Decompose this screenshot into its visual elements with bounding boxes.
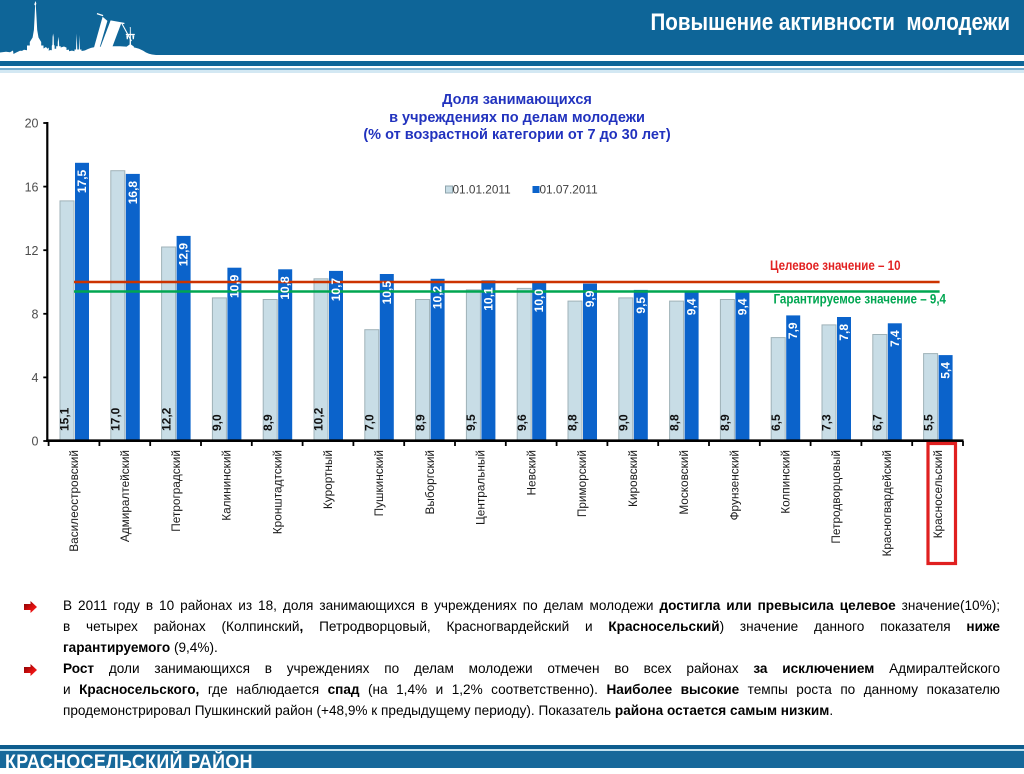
svg-text:9,4: 9,4 — [685, 298, 699, 315]
svg-text:6,5: 6,5 — [769, 414, 783, 431]
svg-text:Целевое значение – 10: Целевое значение – 10 — [770, 258, 901, 273]
svg-text:8: 8 — [32, 308, 39, 322]
svg-text:9,4: 9,4 — [735, 298, 749, 315]
svg-text:01.07.2011: 01.07.2011 — [540, 183, 598, 197]
svg-text:10,9: 10,9 — [227, 274, 241, 298]
svg-text:9,9: 9,9 — [583, 290, 597, 307]
svg-text:9,6: 9,6 — [515, 414, 529, 431]
svg-text:Гарантируемое значение – 9,4: Гарантируемое значение – 9,4 — [774, 291, 947, 306]
svg-text:12,2: 12,2 — [159, 407, 173, 431]
svg-text:16: 16 — [25, 180, 39, 194]
svg-text:7,0: 7,0 — [363, 414, 377, 431]
svg-text:Приморский: Приморский — [575, 450, 589, 517]
svg-text:Петродворцовый: Петродворцовый — [829, 450, 843, 544]
svg-text:Кировский: Кировский — [626, 450, 640, 507]
svg-text:16,8: 16,8 — [126, 181, 140, 205]
svg-text:Кронштадтский: Кронштадтский — [270, 450, 284, 534]
svg-text:9,0: 9,0 — [210, 414, 224, 431]
svg-text:10,7: 10,7 — [329, 278, 343, 302]
svg-text:17,0: 17,0 — [109, 407, 123, 431]
svg-text:8,9: 8,9 — [413, 414, 427, 431]
svg-text:9,5: 9,5 — [464, 414, 478, 431]
svg-text:10,5: 10,5 — [380, 281, 394, 305]
svg-text:8,8: 8,8 — [667, 414, 681, 431]
svg-text:20: 20 — [25, 117, 39, 131]
svg-text:5,4: 5,4 — [939, 362, 953, 379]
svg-text:9,0: 9,0 — [617, 414, 631, 431]
svg-text:10,2: 10,2 — [431, 285, 445, 309]
svg-text:4: 4 — [32, 371, 39, 385]
svg-text:7,9: 7,9 — [786, 322, 800, 339]
svg-text:10,2: 10,2 — [312, 407, 326, 431]
svg-text:12: 12 — [25, 244, 39, 258]
svg-text:Московский: Московский — [677, 450, 691, 515]
svg-text:Адмиралтейский: Адмиралтейский — [118, 450, 132, 542]
svg-text:Колпинский: Колпинский — [778, 450, 792, 514]
svg-text:Пушкинский: Пушкинский — [372, 450, 386, 516]
svg-text:Петроградский: Петроградский — [169, 450, 183, 532]
svg-text:Выборгский: Выборгский — [423, 450, 437, 515]
svg-text:Красносельский: Красносельский — [931, 450, 945, 538]
svg-text:Фрунзенский: Фрунзенский — [728, 450, 742, 520]
svg-text:Невский: Невский — [524, 450, 538, 495]
svg-text:15,1: 15,1 — [58, 407, 72, 431]
svg-text:17,5: 17,5 — [75, 169, 89, 193]
svg-text:8,9: 8,9 — [718, 414, 732, 431]
svg-text:8,9: 8,9 — [261, 414, 275, 431]
svg-text:01.01.2011: 01.01.2011 — [453, 183, 511, 197]
svg-text:7,8: 7,8 — [837, 324, 851, 341]
svg-text:Василеостровский: Василеостровский — [67, 450, 81, 552]
svg-text:0: 0 — [32, 435, 39, 449]
svg-text:Красногвардейский: Красногвардейский — [880, 450, 894, 557]
svg-text:5,5: 5,5 — [921, 414, 935, 431]
svg-text:7,3: 7,3 — [820, 414, 834, 431]
svg-text:9,5: 9,5 — [634, 297, 648, 314]
svg-text:10,1: 10,1 — [481, 287, 495, 311]
svg-text:8,8: 8,8 — [566, 414, 580, 431]
svg-text:Курортный: Курортный — [321, 450, 335, 509]
svg-text:Калининский: Калининский — [220, 450, 234, 521]
svg-text:7,4: 7,4 — [888, 330, 902, 347]
svg-text:10,0: 10,0 — [532, 289, 546, 313]
svg-text:Центральный: Центральный — [474, 450, 488, 525]
svg-text:6,7: 6,7 — [871, 414, 885, 431]
svg-text:10,8: 10,8 — [278, 276, 292, 300]
svg-text:12,9: 12,9 — [177, 243, 191, 267]
